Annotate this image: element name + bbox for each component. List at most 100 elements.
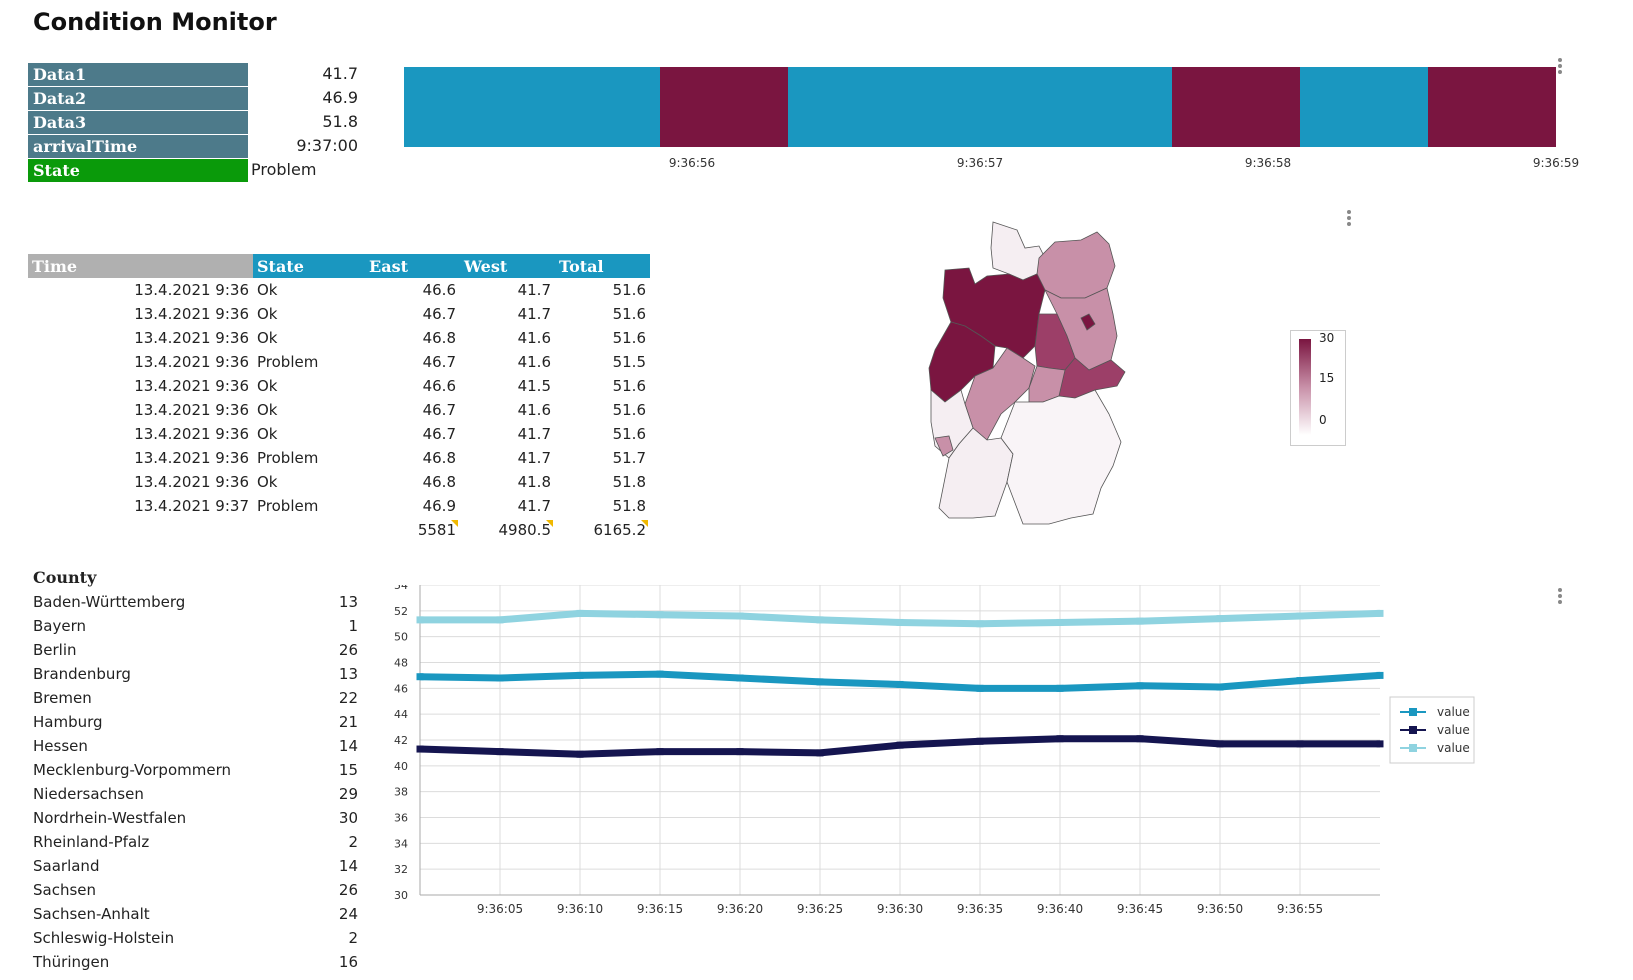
data-point[interactable] — [1376, 671, 1384, 679]
map-options-icon[interactable] — [1346, 208, 1352, 228]
table-row[interactable]: 13.4.2021 9:36 Problem 46.7 41.6 51.5 — [28, 350, 650, 374]
legend-label: value — [1437, 723, 1470, 737]
data-point[interactable] — [1376, 609, 1384, 617]
region-berlin[interactable] — [1080, 313, 1096, 331]
data-point[interactable] — [416, 616, 424, 624]
cell-state: Ok — [257, 281, 278, 299]
more-options-icon[interactable] — [1557, 56, 1563, 76]
data-point[interactable] — [1216, 615, 1224, 623]
data-point[interactable] — [1056, 618, 1064, 626]
data-point[interactable] — [656, 670, 664, 678]
data-point[interactable] — [816, 678, 824, 686]
empty-cell — [28, 518, 253, 542]
total-total[interactable]: 6165.2 — [555, 518, 650, 542]
data-point[interactable] — [1136, 735, 1144, 743]
data-point[interactable] — [1136, 617, 1144, 625]
data-point[interactable] — [496, 674, 504, 682]
column-header-west[interactable]: West — [460, 254, 555, 278]
region-mecklenburg-vorpommern[interactable] — [1036, 231, 1116, 299]
cell-time: 13.4.2021 9:36 — [134, 305, 249, 323]
status-timeline — [404, 67, 1556, 147]
data-point[interactable] — [1056, 735, 1064, 743]
cell-time: 13.4.2021 9:36 — [134, 329, 249, 347]
data-point[interactable] — [976, 684, 984, 692]
county-value: 26 — [338, 641, 358, 659]
column-header-total[interactable]: Total — [555, 254, 650, 278]
kpi-value: 51.8 — [322, 112, 358, 131]
column-header-state[interactable]: State — [253, 254, 365, 278]
data-point[interactable] — [896, 741, 904, 749]
cell-east: 46.7 — [422, 401, 456, 419]
data-point[interactable] — [416, 745, 424, 753]
table-row[interactable]: 13.4.2021 9:36 Ok 46.7 41.7 51.6 — [28, 302, 650, 326]
data-point[interactable] — [576, 750, 584, 758]
table-row[interactable]: 13.4.2021 9:36 Ok 46.7 41.6 51.6 — [28, 398, 650, 422]
column-header-time[interactable]: Time — [28, 254, 253, 278]
data-point[interactable] — [736, 612, 744, 620]
data-point[interactable] — [976, 737, 984, 745]
data-point[interactable] — [1296, 677, 1304, 685]
data-point[interactable] — [656, 611, 664, 619]
data-point[interactable] — [416, 673, 424, 681]
data-point[interactable] — [496, 748, 504, 756]
timeline-segment-problem[interactable] — [660, 67, 788, 147]
timeline-segment-problem[interactable] — [1428, 67, 1556, 147]
list-item: Sachsen-Anhalt 24 — [33, 902, 358, 926]
data-point[interactable] — [816, 616, 824, 624]
cell-west: 41.7 — [517, 305, 551, 323]
timeline-segment-problem[interactable] — [1172, 67, 1300, 147]
data-point[interactable] — [656, 748, 664, 756]
timeline-segment-ok[interactable] — [1300, 67, 1428, 147]
cell-west: 41.5 — [517, 377, 551, 395]
x-tick-label: 9:36:35 — [957, 902, 1003, 916]
cell-west: 41.6 — [517, 401, 551, 419]
region-saarland[interactable] — [934, 435, 954, 457]
data-point[interactable] — [976, 620, 984, 628]
total-west[interactable]: 4980.5 — [460, 518, 555, 542]
data-point[interactable] — [576, 609, 584, 617]
table-row[interactable]: 13.4.2021 9:36 Ok 46.6 41.7 51.6 — [28, 278, 650, 302]
legend-tick: 15 — [1319, 371, 1335, 385]
data-point[interactable] — [1056, 684, 1064, 692]
data-point[interactable] — [1216, 683, 1224, 691]
data-point[interactable] — [1296, 612, 1304, 620]
x-tick-label: 9:36:05 — [477, 902, 523, 916]
cell-time: 13.4.2021 9:36 — [134, 449, 249, 467]
cell-state: Ok — [257, 377, 278, 395]
data-point[interactable] — [1296, 740, 1304, 748]
y-tick-label: 52 — [394, 605, 408, 618]
kpi-label: Data3 — [28, 111, 248, 134]
list-item: Bayern 1 — [33, 614, 358, 638]
cell-east: 46.7 — [422, 305, 456, 323]
column-header-east[interactable]: East — [365, 254, 460, 278]
data-point[interactable] — [1216, 740, 1224, 748]
county-value: 30 — [338, 809, 358, 827]
data-point[interactable] — [1376, 740, 1384, 748]
data-point[interactable] — [576, 671, 584, 679]
table-row[interactable]: 13.4.2021 9:36 Problem 46.8 41.7 51.7 — [28, 446, 650, 470]
table-row[interactable]: 13.4.2021 9:36 Ok 46.7 41.7 51.6 — [28, 422, 650, 446]
region-schleswig-holstein[interactable] — [990, 221, 1046, 281]
list-item: Rheinland-Pfalz 2 — [33, 830, 358, 854]
table-row[interactable]: 13.4.2021 9:36 Ok 46.8 41.6 51.6 — [28, 326, 650, 350]
list-item: Hamburg 21 — [33, 710, 358, 734]
table-row[interactable]: 13.4.2021 9:36 Ok 46.8 41.8 51.8 — [28, 470, 650, 494]
total-east[interactable]: 5581 — [365, 518, 460, 542]
table-row[interactable]: 13.4.2021 9:37 Problem 46.9 41.7 51.8 — [28, 494, 650, 518]
chart-options-icon[interactable] — [1557, 586, 1563, 606]
data-point[interactable] — [496, 616, 504, 624]
data-point[interactable] — [896, 680, 904, 688]
timeline-segment-ok[interactable] — [404, 67, 660, 147]
county-name: Bayern — [33, 617, 86, 635]
y-tick-label: 30 — [394, 889, 408, 902]
timeline-segment-ok[interactable] — [788, 67, 1172, 147]
list-item: Berlin 26 — [33, 638, 358, 662]
data-point[interactable] — [736, 674, 744, 682]
data-point[interactable] — [896, 618, 904, 626]
data-point[interactable] — [816, 749, 824, 757]
table-row[interactable]: 13.4.2021 9:36 Ok 46.6 41.5 51.6 — [28, 374, 650, 398]
data-point[interactable] — [736, 748, 744, 756]
cell-state: Problem — [257, 497, 319, 515]
region-bayern[interactable] — [1000, 389, 1122, 525]
data-point[interactable] — [1136, 682, 1144, 690]
